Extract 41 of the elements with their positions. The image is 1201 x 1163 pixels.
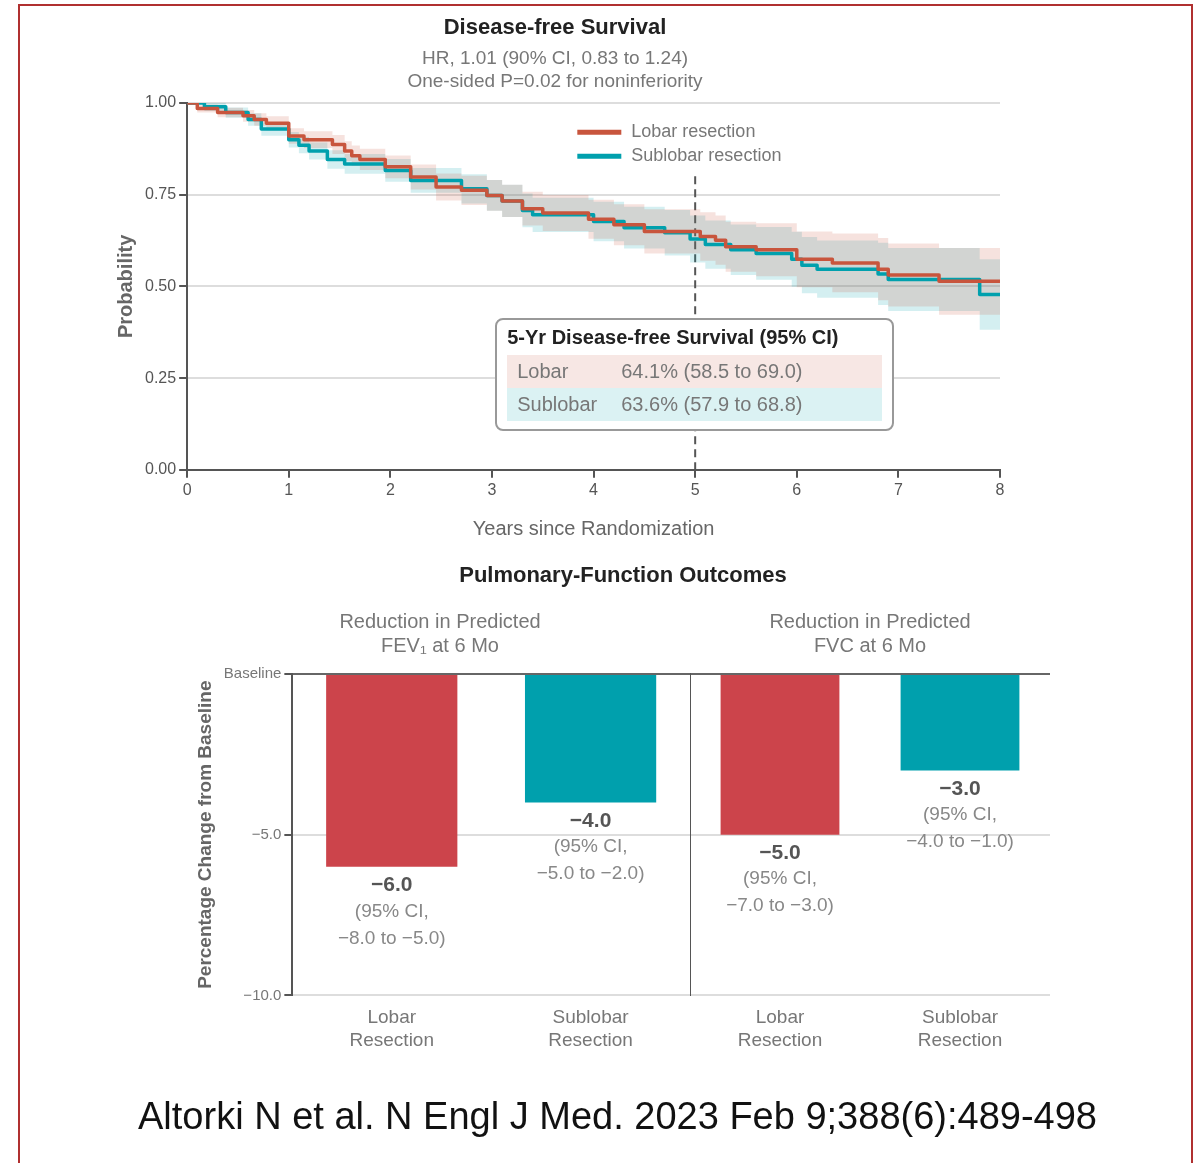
- legend-label: Sublobar resection: [631, 145, 782, 166]
- annotation: 5-Yr Disease-free Survival (95% CI): [507, 325, 840, 349]
- y-tick-label: 0.00: [145, 460, 177, 478]
- x-tick-label: Lobar Resection: [737, 1006, 823, 1050]
- chart-subtitle: Reduction in Predicted FVC at 6 Mo: [769, 609, 971, 656]
- data-label: −5.0 (95% CI, −7.0 to −3.0): [726, 840, 834, 916]
- y-tick-label: 0.50: [145, 276, 177, 294]
- x-tick-label: 7: [893, 480, 903, 498]
- chart-subtitle: HR, 1.01 (90% CI, 0.83 to 1.24) One-sided P=0.02 for noninferiority: [407, 47, 704, 91]
- y-tick-label: Baseline: [223, 664, 282, 682]
- annotation: Sublobar: [517, 392, 599, 416]
- data-label: −6.0 (95% CI, −8.0 to −5.0): [337, 872, 446, 948]
- x-tick-label: 6: [792, 480, 802, 498]
- y-tick-label: 1.00: [145, 93, 177, 111]
- y-tick-label: 0.75: [145, 185, 177, 203]
- x-axis-title: Years since Randomization: [472, 516, 715, 539]
- x-tick-label: 3: [487, 480, 497, 498]
- x-tick-label: Sublobar Resection: [917, 1006, 1003, 1050]
- y-tick-label: −5.0: [251, 824, 282, 842]
- x-tick-label: 5: [690, 480, 700, 498]
- annotation: 63.6% (57.9 to 68.8): [621, 392, 803, 416]
- text: Altorki N et al. N Engl J Med. 2023 Feb 9;388(6):489-498: [137, 1095, 1098, 1138]
- chart-title: Pulmonary-Function Outcomes: [458, 562, 788, 588]
- x-tick-label: 1: [284, 480, 294, 498]
- chart-title: Disease-free Survival: [443, 14, 667, 40]
- x-tick-label: 8: [995, 480, 1005, 498]
- y-axis-title: Percentage Change from Baseline: [193, 680, 215, 989]
- x-tick-label: 0: [182, 480, 192, 498]
- annotation: 64.1% (58.5 to 69.0): [621, 359, 803, 383]
- y-tick-label: 0.25: [145, 368, 177, 386]
- x-tick-label: Lobar Resection: [349, 1006, 434, 1050]
- legend-label: Lobar resection: [631, 121, 756, 142]
- x-tick-label: Sublobar Resection: [548, 1006, 633, 1050]
- data-label: −3.0 (95% CI, −4.0 to −1.0): [906, 775, 1014, 852]
- annotation: Lobar: [517, 359, 570, 383]
- y-tick-label: −10.0: [243, 985, 282, 1003]
- x-tick-label: 4: [589, 480, 599, 498]
- chart-subtitle: Reduction in Predicted FEV₁ at 6 Mo: [339, 609, 541, 656]
- y-axis-title: Probability: [113, 233, 136, 339]
- x-tick-label: 2: [385, 480, 395, 498]
- data-label: −4.0 (95% CI, −5.0 to −2.0): [536, 807, 645, 884]
